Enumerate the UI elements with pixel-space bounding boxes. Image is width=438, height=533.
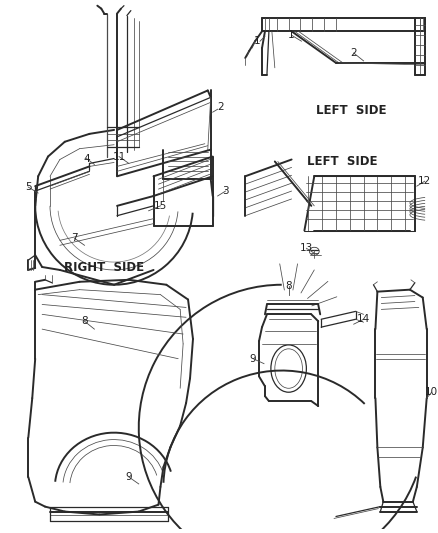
Text: 9: 9: [250, 354, 257, 364]
Text: 13: 13: [300, 243, 313, 253]
Text: 11: 11: [113, 151, 126, 161]
Text: RIGHT  SIDE: RIGHT SIDE: [64, 262, 144, 274]
Text: 2: 2: [217, 102, 224, 112]
Text: 1: 1: [254, 36, 261, 46]
Text: 7: 7: [71, 233, 78, 244]
Text: 15: 15: [154, 201, 167, 211]
Text: 8: 8: [285, 281, 292, 290]
Text: 1: 1: [288, 30, 295, 41]
Text: 2: 2: [350, 48, 357, 58]
Text: 10: 10: [425, 387, 438, 397]
Text: 5: 5: [25, 182, 32, 192]
Text: 4: 4: [83, 154, 90, 164]
Text: LEFT  SIDE: LEFT SIDE: [315, 104, 386, 117]
Text: 8: 8: [81, 316, 88, 326]
Text: 14: 14: [357, 314, 370, 324]
Text: 12: 12: [418, 176, 431, 186]
Text: 3: 3: [222, 186, 229, 196]
Text: LEFT  SIDE: LEFT SIDE: [307, 155, 377, 168]
Text: 9: 9: [126, 472, 132, 482]
